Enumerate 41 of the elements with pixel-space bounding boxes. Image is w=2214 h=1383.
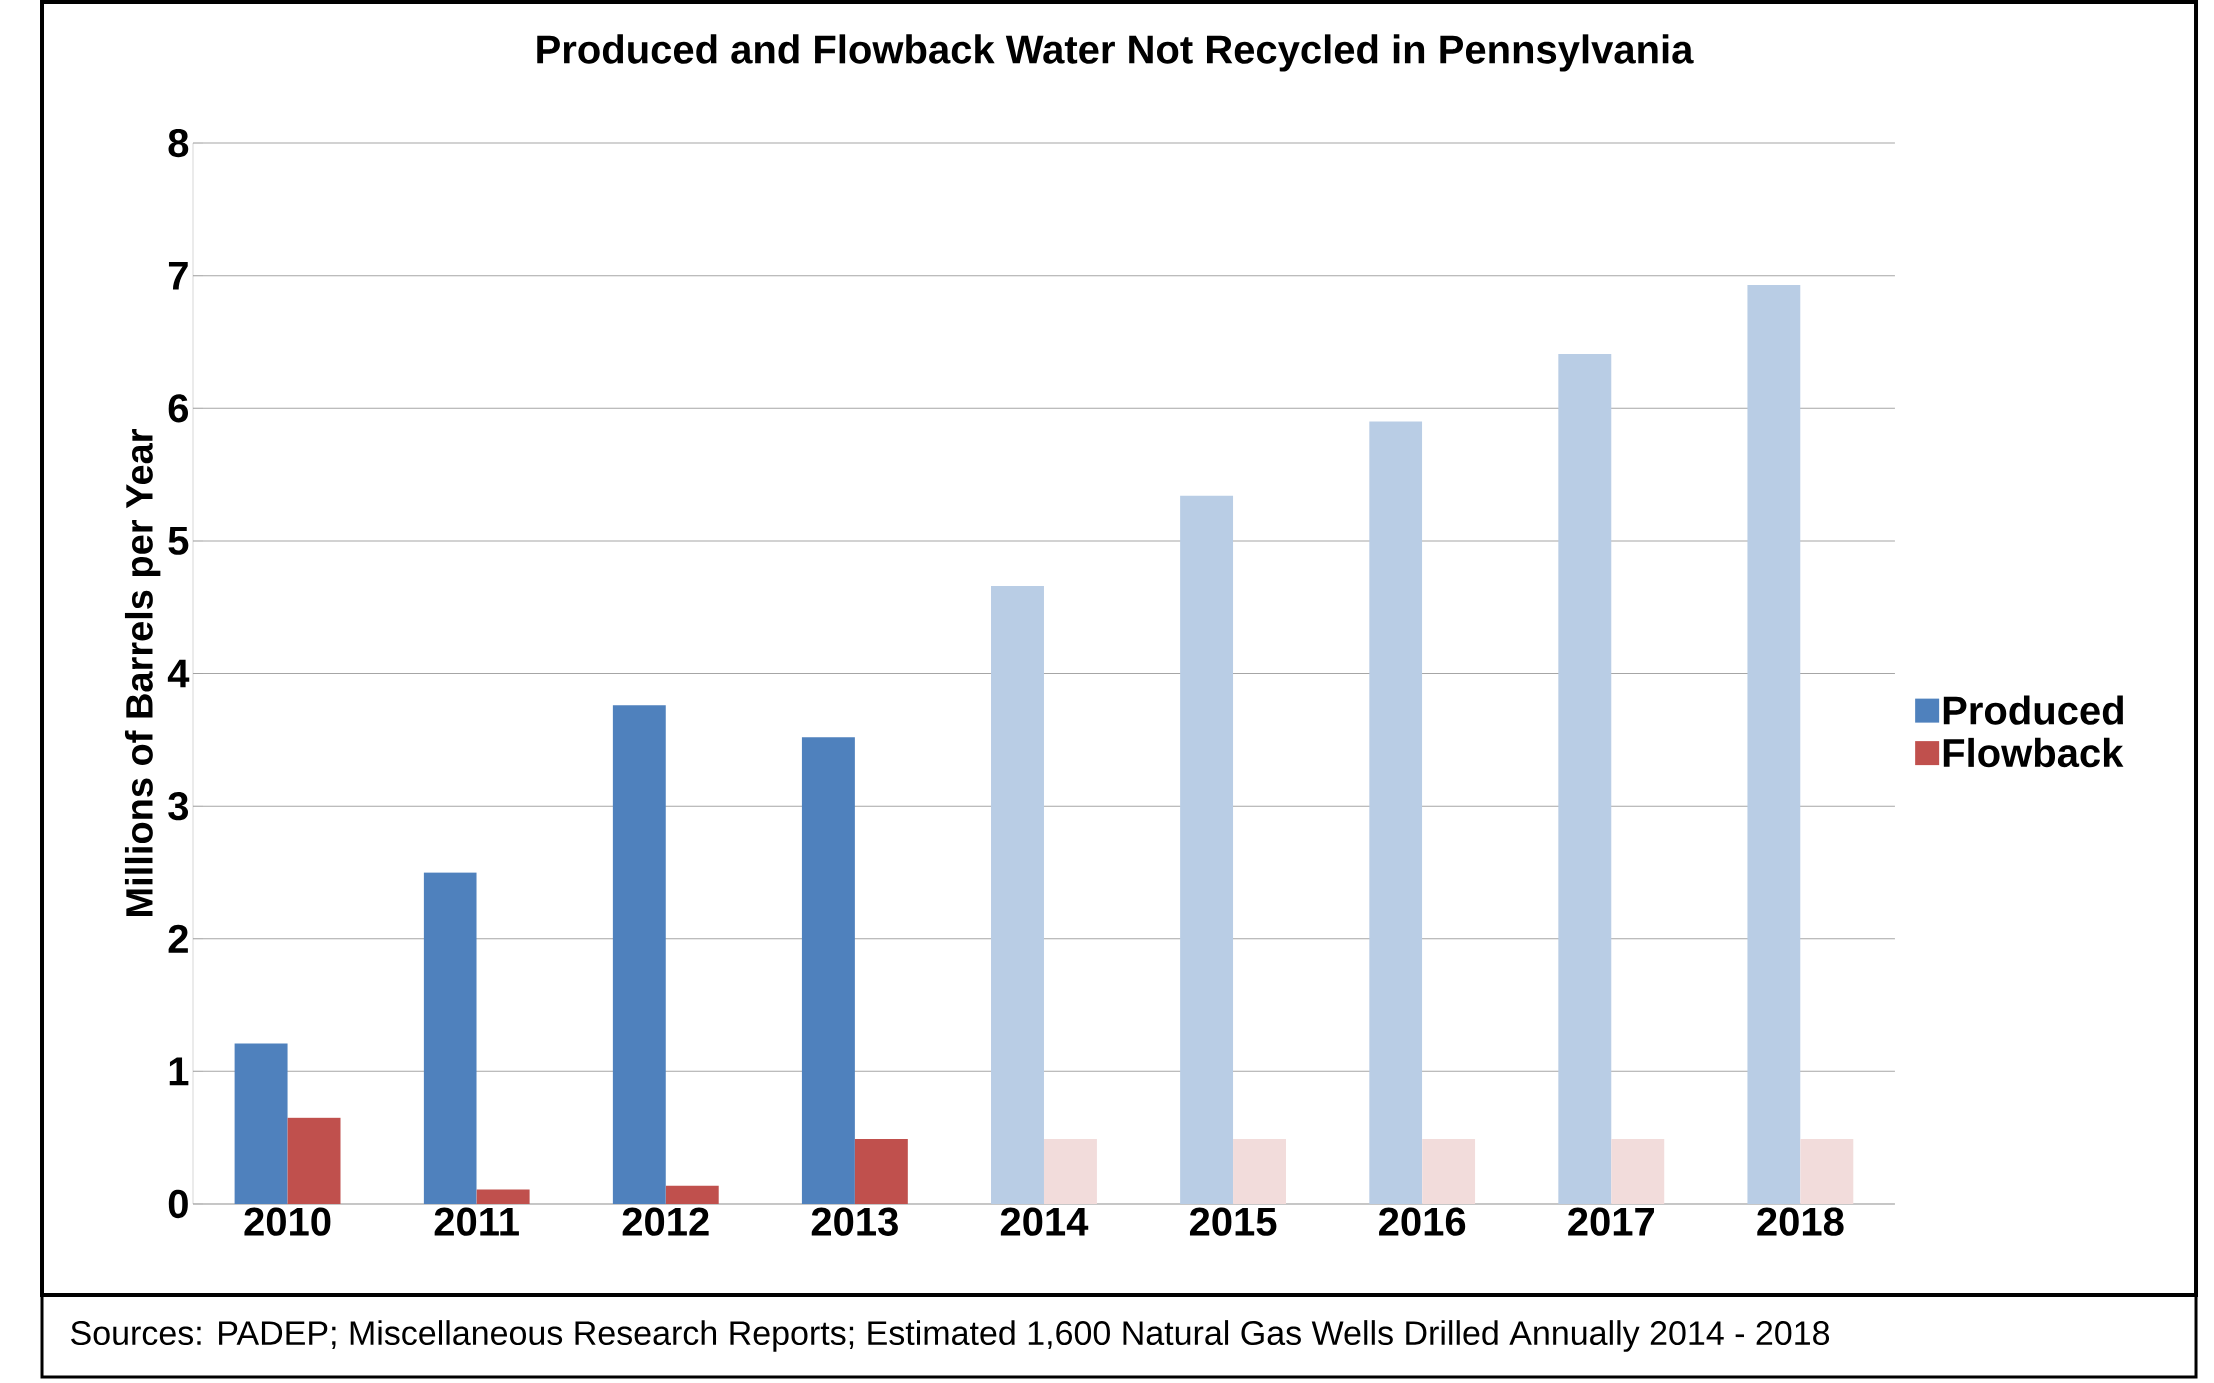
bar <box>287 1117 341 1204</box>
x-tick-label: 2016 <box>1379 1207 1466 1236</box>
y-tick-label: 4 <box>167 659 190 688</box>
bar <box>1558 353 1612 1204</box>
y-axis-title: Millions of Barrels per Year <box>124 429 161 916</box>
bar <box>801 737 855 1204</box>
bar <box>612 705 666 1204</box>
y-tick-label: 6 <box>168 394 189 423</box>
legend-label: Produced <box>1943 695 2123 725</box>
bar <box>665 1185 719 1204</box>
y-tick-label: 2 <box>168 924 188 953</box>
x-tick-label: 2018 <box>1757 1207 1844 1236</box>
x-tick-label: 2012 <box>622 1207 709 1236</box>
bar <box>234 1043 288 1204</box>
bar <box>423 872 477 1204</box>
x-tick-label: 2010 <box>244 1207 331 1236</box>
bar <box>1233 1139 1287 1204</box>
x-tick-label: 2011 <box>434 1207 519 1236</box>
bar <box>1180 495 1234 1204</box>
bar <box>854 1139 908 1204</box>
x-tick-label: 2014 <box>1000 1207 1089 1236</box>
bar <box>1747 284 1801 1204</box>
y-tick-label: 0 <box>168 1189 188 1219</box>
legend-label: Flowback <box>1943 737 2124 768</box>
bar <box>991 586 1044 1204</box>
bar <box>1369 421 1423 1204</box>
x-tick-label: 2015 <box>1189 1207 1277 1236</box>
bar <box>1422 1139 1476 1204</box>
y-tick-label: 8 <box>168 128 189 158</box>
y-tick-label: 7 <box>168 261 188 290</box>
bar <box>1043 1139 1097 1204</box>
chart-title: Produced and Flowback Water Not Recycled in Pennsylvania <box>537 34 1694 72</box>
y-tick-label: 5 <box>168 526 189 555</box>
y-tick-label: 3 <box>168 791 189 821</box>
bar <box>1800 1139 1854 1204</box>
x-tick-label: 2017 <box>1568 1207 1654 1236</box>
bar <box>476 1189 530 1204</box>
source-note: Sources: PADEP; Miscellaneous Research Reports; Estimated 1,600 Natural Gas Wells Drilled Annually 2014 - 2018 <box>71 1320 1830 1352</box>
y-tick-label: 1 <box>169 1057 189 1086</box>
bar <box>1611 1139 1665 1204</box>
x-tick-label: 2013 <box>811 1207 898 1236</box>
